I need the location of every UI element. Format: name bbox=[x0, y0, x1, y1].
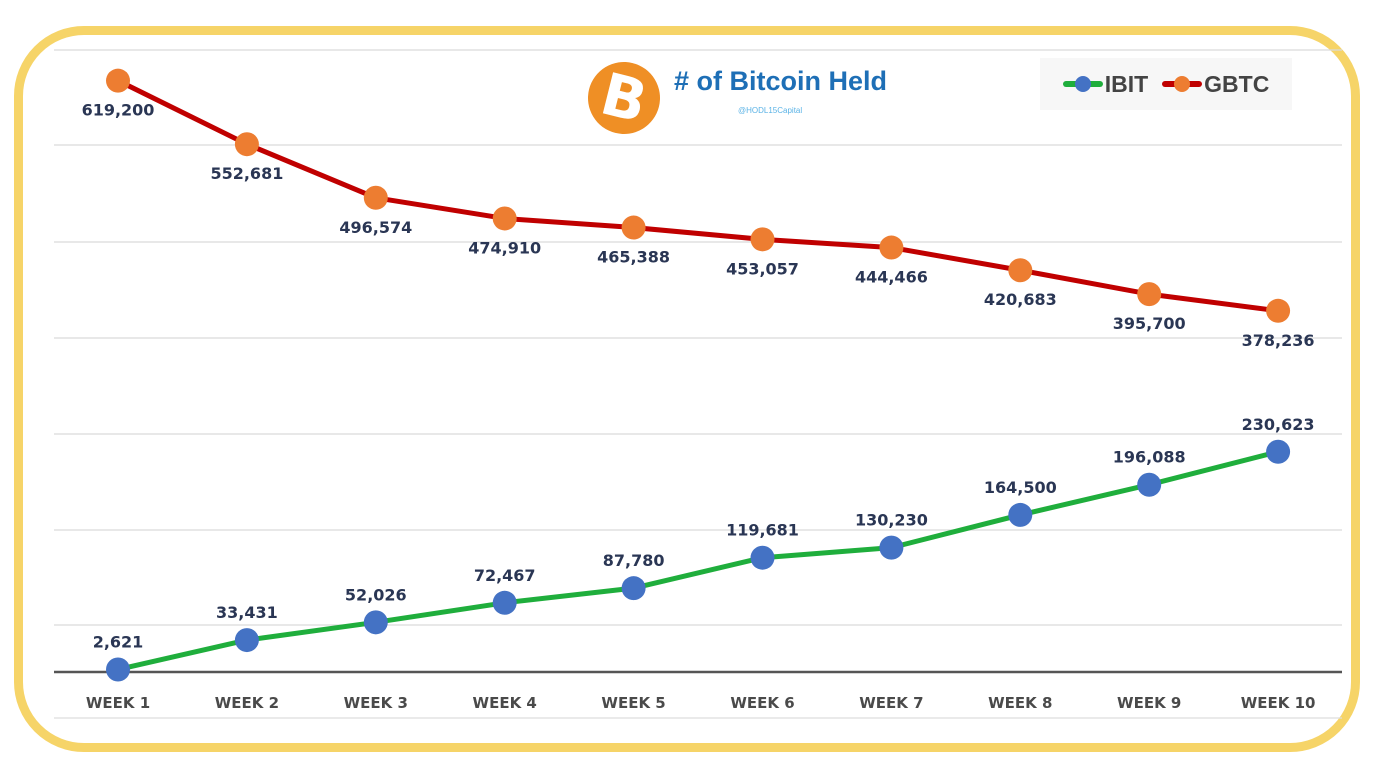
data-label-ibit: 2,621 bbox=[93, 632, 144, 651]
data-label-ibit: 72,467 bbox=[474, 566, 536, 585]
data-label-ibit: 196,088 bbox=[1113, 448, 1186, 467]
data-label-ibit: 130,230 bbox=[855, 511, 928, 530]
data-label-ibit: 33,431 bbox=[216, 603, 278, 622]
x-tick-label: WEEK 2 bbox=[215, 694, 279, 712]
x-tick-label: WEEK 7 bbox=[859, 694, 923, 712]
legend-swatch-ibit bbox=[1062, 76, 1103, 92]
point-labels: 2,621 33,431 52,026 72,467 87,780 119,681 130,… bbox=[82, 101, 1315, 652]
x-tick-label: WEEK 10 bbox=[1241, 694, 1316, 712]
x-tick-label: WEEK 1 bbox=[86, 694, 150, 712]
data-point-gbtc bbox=[492, 206, 517, 231]
data-label-gbtc: 496,574 bbox=[339, 218, 412, 237]
data-point-gbtc bbox=[1008, 258, 1033, 283]
chart-title: # of Bitcoin Held bbox=[674, 66, 888, 96]
data-label-gbtc: 465,388 bbox=[597, 248, 670, 267]
data-point-ibit bbox=[750, 545, 775, 570]
data-label-gbtc: 619,200 bbox=[82, 101, 155, 120]
x-tick-label: WEEK 6 bbox=[730, 694, 794, 712]
data-point-gbtc bbox=[879, 235, 904, 260]
x-tick-label: WEEK 4 bbox=[473, 694, 537, 712]
data-label-gbtc: 395,700 bbox=[1113, 314, 1186, 333]
data-point-ibit bbox=[363, 610, 388, 635]
data-point-gbtc bbox=[1137, 282, 1162, 307]
legend-label-ibit: IBIT bbox=[1104, 70, 1149, 97]
data-label-ibit: 52,026 bbox=[345, 585, 407, 604]
data-point-ibit bbox=[492, 590, 517, 615]
gridlines bbox=[54, 49, 1342, 719]
data-label-gbtc: 378,236 bbox=[1242, 331, 1315, 350]
data-point-ibit bbox=[621, 576, 646, 601]
data-label-gbtc: 474,910 bbox=[468, 238, 541, 257]
data-label-gbtc: 444,466 bbox=[855, 268, 928, 287]
data-point-ibit bbox=[106, 657, 130, 682]
data-label-ibit: 119,681 bbox=[726, 521, 799, 540]
data-point-ibit bbox=[1137, 472, 1162, 497]
data-point-ibit bbox=[879, 535, 904, 560]
data-point-gbtc bbox=[621, 215, 646, 240]
series-line-gbtc bbox=[116, 78, 1279, 314]
legend-item-ibit: IBIT bbox=[1062, 70, 1149, 98]
data-label-gbtc: 453,057 bbox=[726, 259, 799, 278]
x-tick-labels: WEEK 1 WEEK 2 WEEK 3 WEEK 4 WEEK 5 WEEK 6 WEEK… bbox=[86, 694, 1316, 712]
data-label-gbtc: 420,683 bbox=[984, 290, 1057, 309]
x-tick-label: WEEK 8 bbox=[988, 694, 1052, 712]
chart-subtitle: @HODL15Capital bbox=[738, 106, 803, 115]
legend-swatch-gbtc bbox=[1162, 76, 1203, 92]
data-label-ibit: 87,780 bbox=[603, 551, 665, 570]
data-point-ibit bbox=[1266, 439, 1291, 464]
legend: IBIT GBTC bbox=[1040, 58, 1292, 110]
data-point-gbtc bbox=[750, 227, 775, 252]
x-tick-label: WEEK 3 bbox=[344, 694, 408, 712]
data-label-gbtc: 552,681 bbox=[210, 164, 283, 183]
legend-marker-gbtc bbox=[1174, 76, 1191, 92]
data-point-gbtc bbox=[1266, 298, 1291, 323]
data-point-ibit bbox=[1008, 502, 1033, 527]
series-lines bbox=[116, 78, 1279, 672]
x-tick-label: WEEK 9 bbox=[1117, 694, 1181, 712]
x-tick-label: WEEK 5 bbox=[601, 694, 665, 712]
legend-marker-ibit bbox=[1074, 76, 1091, 92]
data-label-ibit: 230,623 bbox=[1242, 415, 1315, 434]
data-label-ibit: 164,500 bbox=[984, 478, 1057, 497]
legend-item-gbtc: GBTC bbox=[1162, 71, 1269, 98]
data-point-gbtc bbox=[363, 185, 388, 210]
data-point-ibit bbox=[234, 628, 259, 653]
series-line-ibit bbox=[117, 449, 1279, 672]
data-point-gbtc bbox=[106, 68, 130, 93]
legend-label-gbtc: GBTC bbox=[1204, 70, 1270, 97]
series-markers bbox=[106, 68, 1291, 682]
data-point-gbtc bbox=[234, 132, 259, 157]
